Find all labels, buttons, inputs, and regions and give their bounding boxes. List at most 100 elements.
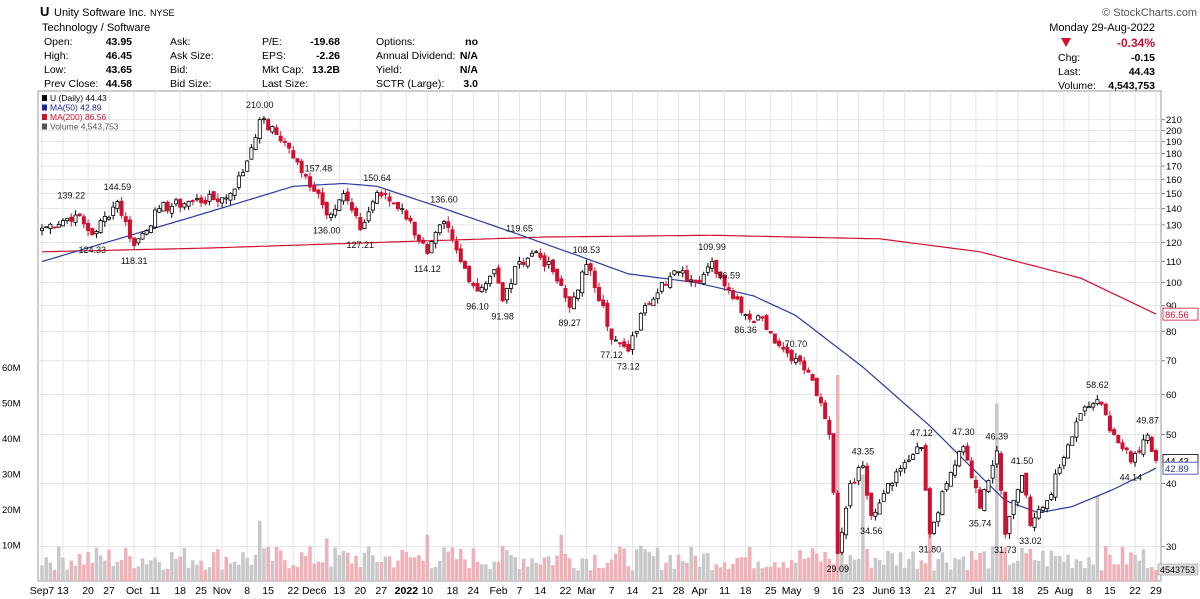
candle-body <box>136 238 141 244</box>
candle <box>1095 394 1100 406</box>
volume-bar <box>454 559 459 581</box>
candle <box>1066 443 1071 459</box>
candle <box>538 248 543 261</box>
candle <box>178 198 183 213</box>
candle-body <box>777 340 782 346</box>
quote-label: SCTR (Large): <box>376 78 444 90</box>
price-annotation: 35.74 <box>969 519 992 529</box>
candle <box>601 294 606 308</box>
candle-body <box>894 471 899 484</box>
candle-body <box>1091 403 1096 408</box>
price-tick-label: 60 <box>1166 390 1177 401</box>
volume-bar <box>802 558 806 581</box>
candle-body <box>1116 435 1121 444</box>
candle-body <box>609 328 614 340</box>
candle-body <box>207 193 212 202</box>
volume-bar <box>241 552 245 581</box>
quote-value: 44.43 <box>1129 66 1155 78</box>
candle-body <box>785 347 790 354</box>
candle-body <box>852 481 857 484</box>
candle-body <box>751 321 756 323</box>
candle-body <box>760 316 765 319</box>
candle <box>726 282 731 295</box>
candle <box>60 218 65 227</box>
candle <box>944 481 949 492</box>
candle <box>513 266 518 285</box>
price-tick-label: 190 <box>1166 137 1182 148</box>
volume-bar <box>1045 566 1049 581</box>
volume-bar <box>1041 550 1045 581</box>
candle <box>739 295 744 316</box>
volume-bar <box>149 560 153 581</box>
candle <box>760 315 765 322</box>
candle <box>651 296 656 307</box>
candle <box>458 243 463 264</box>
candle <box>190 199 195 206</box>
candle-body <box>261 118 266 121</box>
candle-body <box>144 230 149 235</box>
volume-bar <box>61 557 65 581</box>
candle <box>873 508 878 521</box>
candle-body <box>102 215 107 223</box>
price-annotation: 33.02 <box>1019 536 1042 546</box>
volume-bar <box>1078 560 1083 581</box>
volume-bar <box>174 559 178 581</box>
candle-body <box>517 261 522 265</box>
candle-body <box>48 223 53 229</box>
ma50-value-tag-box <box>1162 461 1199 475</box>
volume-bar <box>538 564 543 581</box>
candle-body <box>747 313 752 320</box>
volume-bar <box>1074 559 1079 581</box>
candle-body <box>1003 491 1008 535</box>
volume-bar <box>1108 554 1112 581</box>
candle-body <box>211 191 216 201</box>
candle-body <box>40 227 44 231</box>
candle-body <box>948 472 953 487</box>
candle-body <box>1057 467 1062 474</box>
candle <box>630 331 635 355</box>
volume-bar <box>781 562 786 581</box>
candle <box>542 252 547 272</box>
volume-bar <box>459 548 463 581</box>
candle <box>1107 411 1112 434</box>
candle-body <box>1019 475 1024 493</box>
volume-bar <box>961 556 966 581</box>
candle <box>450 225 455 243</box>
candle-body <box>454 240 459 251</box>
x-tick-label: 21 <box>924 585 936 597</box>
candle-body <box>932 521 937 534</box>
candle-body <box>333 208 338 216</box>
candle-body <box>890 483 895 486</box>
candle <box>1070 436 1075 446</box>
volume-bar <box>969 550 974 581</box>
volume-bar <box>748 546 752 581</box>
candle <box>1049 492 1054 501</box>
volume-bar <box>90 562 95 581</box>
volume-bar <box>848 555 853 581</box>
candle-body <box>714 259 719 274</box>
candle-body <box>718 271 723 278</box>
candle <box>115 199 120 213</box>
volume-bar <box>798 550 802 581</box>
candle <box>274 124 279 136</box>
volume-bar <box>115 561 120 581</box>
volume-bar <box>1150 567 1154 581</box>
volume-bar <box>463 559 467 581</box>
candle-body <box>1049 494 1054 500</box>
price-annotation: 73.12 <box>617 362 640 372</box>
price-annotation: 136.00 <box>313 226 341 236</box>
volume-bar <box>1028 548 1033 581</box>
candle-body <box>391 202 396 205</box>
volume-bar <box>1032 560 1037 581</box>
candle-body <box>622 341 627 347</box>
candle <box>245 160 250 173</box>
candle-body <box>215 198 220 203</box>
volume-bar <box>362 552 367 581</box>
price-annotation: 96.10 <box>466 302 489 312</box>
candle <box>1007 515 1012 539</box>
candle-body <box>165 201 170 212</box>
candle <box>785 343 790 358</box>
candle-body <box>798 355 803 362</box>
candle <box>446 216 451 233</box>
volume-value-tag-text: 4543753 <box>1160 565 1195 575</box>
